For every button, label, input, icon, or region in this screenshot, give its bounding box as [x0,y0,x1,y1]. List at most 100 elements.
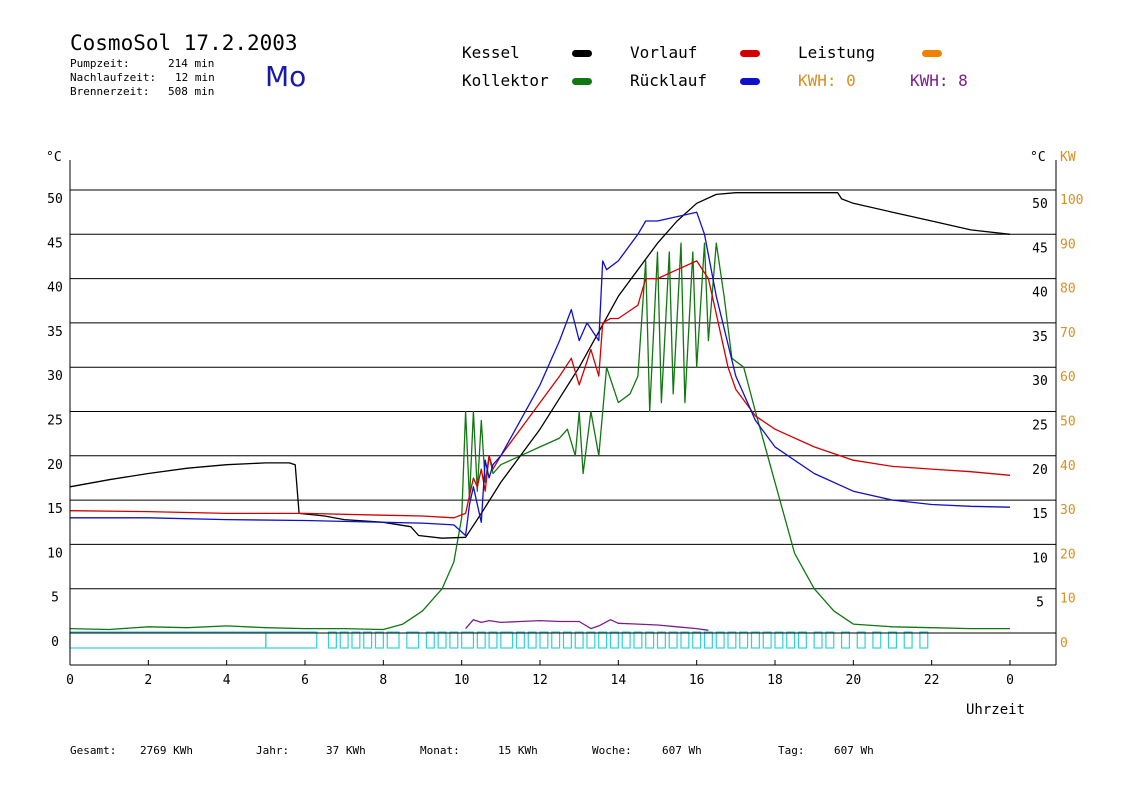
pump-on-marker [762,631,772,649]
y-right-tick-label: 45 [1032,241,1048,256]
pump-on-marker [774,631,784,649]
footer-value: 607 Wh [662,744,702,757]
pump-on-marker [500,631,514,649]
pump-on-marker [69,631,267,649]
pump-on-marker [621,631,631,649]
weekday-label: Mo [265,60,307,93]
right-axis-kw-unit: KW [1060,150,1076,165]
stat-value: 214 min [168,57,215,70]
legend-swatch-ruecklauf [740,78,760,85]
legend-swatch-vorlauf [740,50,760,57]
y-right-tick-label: 30 [1032,374,1048,389]
pump-on-marker [374,631,384,649]
x-tick-label: 12 [532,673,548,688]
pump-on-marker [856,631,866,649]
y-right-tick-label: 10 [1032,551,1048,566]
x-tick-label: 14 [611,673,627,688]
pump-on-marker [872,631,882,649]
y-right-tick-label: 25 [1032,419,1048,434]
x-tick-label: 16 [689,673,705,688]
y-tick-label: 35 [47,325,63,340]
pump-on-marker [265,631,318,649]
pump-on-marker [813,631,823,649]
y-tick-label: 40 [47,281,63,296]
y-tick-label: 25 [47,414,63,429]
kw-tick-label: 10 [1060,592,1076,607]
kw-tick-label: 40 [1060,459,1076,474]
legend-swatch-kessel [572,50,592,57]
series-line-ruecklauf [70,211,1011,537]
pump-on-marker [692,631,702,649]
stat-value: 508 min [168,85,215,98]
pump-on-marker [488,631,498,649]
x-tick-label: 20 [846,673,862,688]
legend-swatch-leistung [922,50,942,57]
left-axis-unit: °C [46,150,62,165]
series-line-vorlauf [69,260,1011,519]
pump-on-marker [668,631,678,649]
pump-on-marker [562,631,572,649]
y-tick-label: 10 [47,546,63,561]
kw-tick-label: 60 [1060,370,1076,385]
y-right-tick-label: 5 [1036,596,1044,611]
kw-tick-label: 70 [1060,326,1076,341]
footer-label: Jahr: [256,744,290,757]
legend-label-kessel: Kessel [462,43,520,62]
pump-on-marker [574,631,584,649]
legend-label-kollektor: Kollektor [462,71,549,90]
stat-label: Pumpzeit: [70,57,130,70]
kw-tick-label: 100 [1060,193,1083,208]
pump-on-marker [919,631,929,649]
pump-on-marker [351,631,361,649]
pump-on-marker [515,631,525,649]
pump-on-marker [903,631,913,649]
x-tick-label: 18 [767,673,783,688]
y-tick-label: 15 [47,502,63,517]
footer-value: 15 KWh [498,744,538,757]
pump-on-marker [645,631,655,649]
x-tick-label: 22 [924,673,940,688]
pump-on-marker [703,631,713,649]
pump-on-marker [786,631,796,649]
pump-on-marker [750,631,760,649]
axis-layer: 0 2 4 6 8 10 12 14 16 18 20 22 005101520253035404550… [47,160,1083,688]
pump-on-marker [527,631,537,649]
kw-tick-label: 20 [1060,547,1076,562]
pump-on-marker [461,631,475,649]
stat-label: Nachlaufzeit: [70,71,157,84]
footer-label: Gesamt: [70,744,117,757]
pump-on-marker [425,631,435,649]
pump-on-marker [680,631,690,649]
pump-on-marker [539,631,549,649]
pump-on-marker [797,631,807,649]
pump-on-marker [656,631,666,649]
legend-label-leistung: Leistung [798,43,876,62]
chart-title: CosmoSol 17.2.2003 [70,31,298,55]
pump-on-marker [825,631,835,649]
x-tick-label: 4 [223,673,231,688]
pump-on-marker [586,631,596,649]
kw-tick-label: 30 [1060,503,1076,518]
x-tick-label: 8 [379,673,387,688]
legend-label-ruecklauf: Rücklauf [630,71,708,90]
kw-tick-label: 80 [1060,282,1076,297]
y-tick-label: 20 [47,458,63,473]
footer-label: Monat: [420,744,460,757]
pump-on-marker [840,631,851,649]
y-right-tick-label: 20 [1032,463,1048,478]
y-right-tick-label: 15 [1032,507,1048,522]
pump-on-marker [363,631,373,649]
series-line-kwh2 [465,619,709,631]
y-tick-label: 50 [47,192,63,207]
kw-tick-label: 0 [1060,636,1068,651]
pump-on-marker [339,631,349,649]
y-tick-label: 5 [51,591,59,606]
y-right-tick-label: 40 [1032,286,1048,301]
footer-value: 607 Wh [834,744,874,757]
pump-on-marker [887,631,898,649]
pump-on-marker [727,631,737,649]
x-tick-label: 6 [301,673,309,688]
legend-label-kwh1: KWH: 0 [798,71,856,90]
x-axis-title: Uhrzeit [966,702,1026,718]
